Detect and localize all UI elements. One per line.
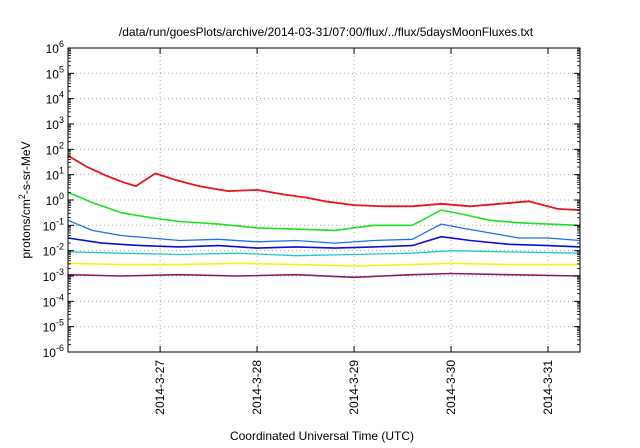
y-tick-label: 106 bbox=[46, 39, 64, 56]
y-tick-label: 10-1 bbox=[43, 216, 64, 233]
x-axis-label: Coordinated Universal Time (UTC) bbox=[230, 429, 414, 443]
x-tick-label: 2014-3-27 bbox=[153, 360, 167, 415]
y-tick-label: 10-5 bbox=[43, 318, 64, 335]
y-tick-label: 10-3 bbox=[43, 267, 64, 284]
y-tick-label: 10-4 bbox=[43, 292, 64, 309]
y-tick-label: 101 bbox=[46, 166, 64, 183]
y-tick-label: 10-2 bbox=[43, 242, 64, 259]
y-axis-label: protons/cm2-s-sr-MeV bbox=[17, 141, 33, 258]
series-line-2 bbox=[67, 191, 581, 232]
x-axis: 2014-3-27 2014-3-28 2014-3-29 2014-3-30 2014… bbox=[153, 48, 555, 415]
chart-title: /data/run/goesPlots/archive/2014-03-31/0… bbox=[119, 25, 534, 39]
series-line-5 bbox=[67, 250, 581, 257]
x-tick-label: 2014-3-31 bbox=[541, 360, 555, 415]
y-axis: 106 105 104 103 102 101 100 10-1 10-2 10-3 10-4 10-… bbox=[43, 39, 580, 360]
series-layer bbox=[67, 154, 581, 279]
series-line-4 bbox=[67, 235, 581, 249]
x-tick-label: 2014-3-28 bbox=[250, 360, 264, 415]
y-tick-label: 100 bbox=[46, 191, 64, 208]
x-tick-label: 2014-3-30 bbox=[444, 360, 458, 415]
series-line-7 bbox=[67, 272, 581, 279]
series-line-6 bbox=[67, 262, 580, 267]
y-tick-label: 104 bbox=[46, 90, 64, 107]
series-line-3 bbox=[67, 219, 581, 244]
grid-layer bbox=[68, 48, 580, 352]
x-tick-label: 2014-3-29 bbox=[347, 360, 361, 415]
y-tick-label: 103 bbox=[46, 115, 64, 132]
series-line-1 bbox=[67, 154, 581, 211]
y-tick-label: 10-6 bbox=[43, 343, 64, 360]
y-tick-label: 102 bbox=[46, 140, 64, 157]
y-tick-label: 105 bbox=[46, 64, 64, 81]
